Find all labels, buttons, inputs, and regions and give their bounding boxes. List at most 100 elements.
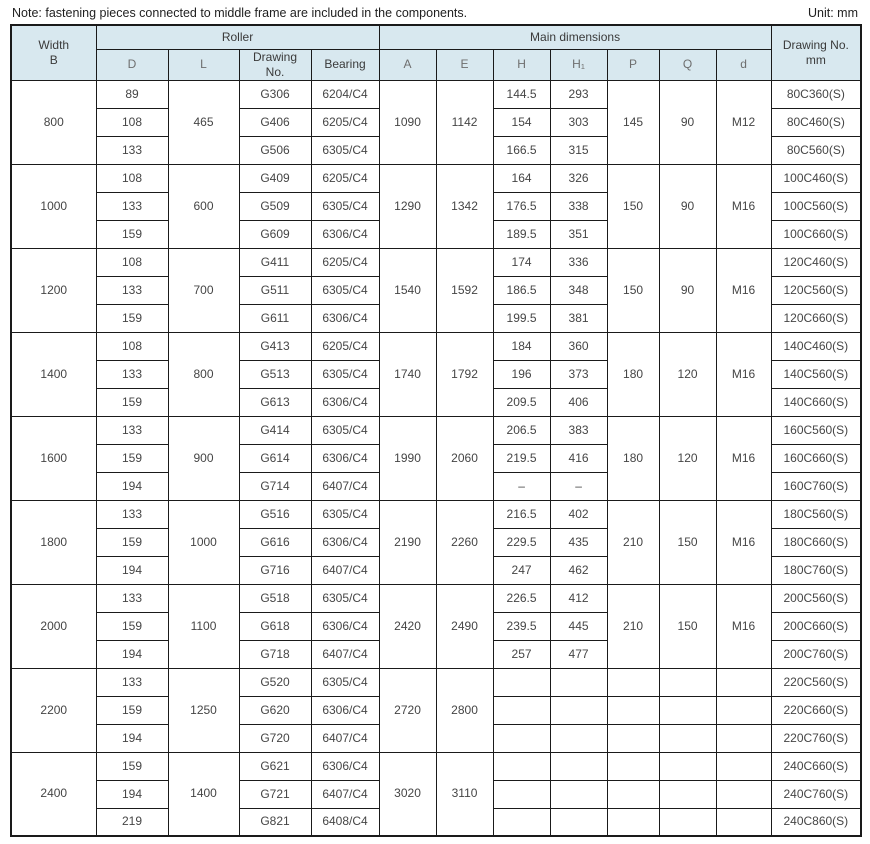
width-b-cell: 1000 [10,163,97,249]
dim-e-cell: 1592 [435,247,494,333]
roller-d-cell: 194 [95,723,169,753]
bearing-cell: 6306/C4 [310,611,380,641]
dim-h-cell: 154 [492,107,551,137]
dim-p-cell: 180 [606,331,660,417]
dim-q-cell [658,723,717,753]
dim-h1-cell: 348 [549,275,608,305]
dim-p-cell [606,779,660,809]
roller-drawing-no-cell: G413 [238,331,312,361]
header-p: P [606,48,660,81]
roller-d-cell: 159 [95,303,169,333]
roller-drawing-no-cell: G414 [238,415,312,445]
roller-l-cell: 1000 [167,499,240,585]
roller-d-cell: 159 [95,219,169,249]
roller-d-cell: 89 [95,79,169,109]
header-main-dimensions: Main dimensions [378,24,772,50]
dim-e-cell: 1142 [435,79,494,165]
bearing-cell: 6306/C4 [310,695,380,725]
table-row: 1200 108 700 G411 6205/C4 1540 1592 174 336 150 90… [10,247,862,333]
table-row: 133 G509 6305/C4 176.5 338 100C560(S) [11,191,862,221]
roller-d-cell: 133 [95,415,169,445]
bearing-cell: 6305/C4 [310,667,380,697]
roller-l-cell: 1400 [167,751,240,837]
width-b-cell: 2000 [10,583,97,669]
table-row: 219 G821 6408/C4 240C860(S) [11,807,862,837]
roller-d-cell: 133 [95,135,169,165]
roller-d-cell: 108 [95,163,169,193]
dim-q-cell [658,667,717,697]
bearing-cell: 6205/C4 [310,331,380,361]
drawing-no-mm-cell: 100C660(S) [770,219,862,249]
dim-e-cell: 2260 [435,499,494,585]
table-row: 1400 108 800 G413 6205/C4 1740 1792 184 360 180 12… [10,331,862,417]
drawing-no-mm-cell: 240C660(S) [770,751,862,781]
width-b-cell: 1600 [10,415,97,501]
roller-d-cell: 159 [95,387,169,417]
header-a: A [378,48,437,81]
roller-drawing-no-cell: G618 [238,611,312,641]
dim-d-cell [715,667,772,697]
roller-d-cell: 159 [95,751,169,781]
dim-q-cell: 90 [658,163,717,249]
dim-h1-cell: 373 [549,359,608,389]
width-b-cell: 2400 [10,751,97,837]
table-row: 1600 133 900 G414 6305/C4 1990 2060 206.5 383 180… [10,415,862,501]
dim-h1-cell [549,695,608,725]
page: Note: fastening pieces connected to midd… [10,4,863,837]
dim-h-cell: 144.5 [492,79,551,109]
header-drawing-no: Drawing No. [238,48,312,81]
note-text: Note: fastening pieces connected to midd… [12,6,468,20]
drawing-no-mm-cell: 120C660(S) [770,303,862,333]
drawing-no-mm-cell: 200C560(S) [770,583,862,613]
dim-d-cell [715,807,772,837]
dim-p-cell [606,751,660,781]
dim-h-cell [492,695,551,725]
table-row: 800 89 465 G306 6204/C4 1090 1142 144.5 293 145 90… [10,79,862,165]
header-h: H [492,48,551,81]
roller-d-cell: 159 [95,527,169,557]
roller-d-cell: 159 [95,611,169,641]
table-row: 133 G511 6305/C4 186.5 348 120C560(S) [11,275,862,305]
dim-h1-cell [549,723,608,753]
roller-d-cell: 194 [95,639,169,669]
roller-drawing-no-cell: G520 [238,667,312,697]
dim-h1-cell: 338 [549,191,608,221]
dim-h-cell: 247 [492,555,551,585]
dim-a-cell: 1090 [378,79,437,165]
dim-d-cell [715,695,772,725]
bearing-cell: 6305/C4 [310,275,380,305]
roller-d-cell: 159 [95,695,169,725]
table-row: 133 G513 6305/C4 196 373 140C560(S) [11,359,862,389]
bearing-cell: 6306/C4 [310,443,380,473]
drawing-no-mm-cell: 80C460(S) [770,107,862,137]
roller-l-cell: 600 [167,163,240,249]
dim-e-cell: 3110 [435,751,494,837]
width-b-cell: 800 [10,79,97,165]
dim-q-cell: 150 [658,499,717,585]
drawing-no-mm-cell: 220C660(S) [770,695,862,725]
header-d-thread: d [715,48,772,81]
bearing-cell: 6306/C4 [310,527,380,557]
header-width-b: Width B [10,24,97,81]
roller-drawing-no-cell: G306 [238,79,312,109]
dim-q-cell: 120 [658,331,717,417]
roller-l-cell: 700 [167,247,240,333]
drawing-no-mm-cell: 160C560(S) [770,415,862,445]
header-d: D [95,48,169,81]
dim-h-cell: 176.5 [492,191,551,221]
width-b-cell: 2200 [10,667,97,753]
bearing-cell: 6305/C4 [310,583,380,613]
table-row: 159 G611 6306/C4 199.5 381 120C660(S) [11,303,862,333]
table-row: 159 G618 6306/C4 239.5 445 200C660(S) [11,611,862,641]
drawing-no-mm-cell: 100C560(S) [770,191,862,221]
dim-h1-cell: 445 [549,611,608,641]
dim-d-cell [715,751,772,781]
roller-drawing-no-cell: G721 [238,779,312,809]
dim-p-cell [606,807,660,837]
table-row: 133 G506 6305/C4 166.5 315 80C560(S) [11,135,862,165]
dim-p-cell: 150 [606,247,660,333]
dim-h1-cell: 303 [549,107,608,137]
roller-d-cell: 133 [95,667,169,697]
header-bearing: Bearing [310,48,380,81]
roller-l-cell: 1250 [167,667,240,753]
